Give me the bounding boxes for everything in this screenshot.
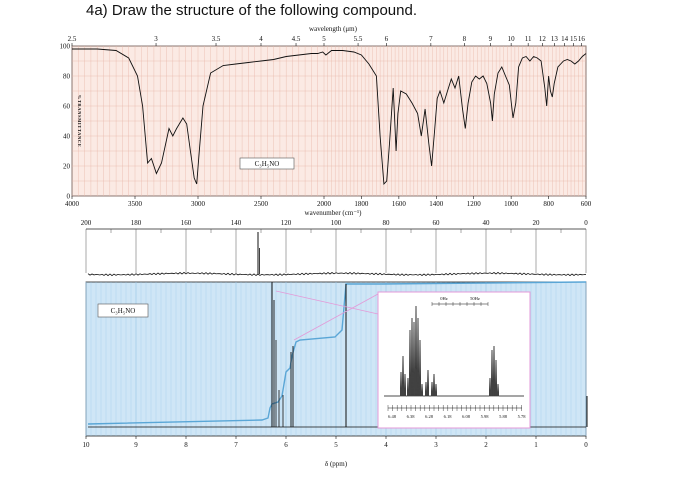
ir-formula: C₃H₅NO xyxy=(255,160,280,168)
ir-top-tick-label: 2.5 xyxy=(68,35,77,43)
ir-bottom-tick-label: 600 xyxy=(581,200,592,208)
ir-bottom-tick-label: 4000 xyxy=(65,200,80,208)
c13-tick-label: 140 xyxy=(231,219,242,227)
h1-tick-label: 9 xyxy=(134,441,138,449)
ir-bottom-tick-label: 3500 xyxy=(128,200,143,208)
ir-y-tick-label: 40 xyxy=(63,133,71,141)
ir-bottom-tick-label: 1000 xyxy=(504,200,519,208)
ir-bottom-tick-label: 1800 xyxy=(354,200,369,208)
c13-spectrum: 200 180 160 140 120 100 80 60 40 20 0 xyxy=(81,219,588,277)
ir-y-tick-label: 20 xyxy=(63,163,71,171)
inset-tick-label: 6.28 xyxy=(425,414,434,419)
ir-top-tick-label: 3 xyxy=(154,35,158,43)
inset-connector xyxy=(293,293,379,341)
inset-tick-label: 5.88 xyxy=(499,414,508,419)
h1-tick-label: 7 xyxy=(234,441,238,449)
inset-frame xyxy=(377,291,531,429)
h1-tick-label: 6 xyxy=(284,441,288,449)
question-heading: 4a) Draw the structure of the following … xyxy=(86,2,418,19)
c13-axis: 200 180 160 140 120 100 80 60 40 20 0 xyxy=(81,219,588,273)
ir-bottom-tick-label: 3000 xyxy=(191,200,206,208)
ir-bottom-tick-label: 800 xyxy=(543,200,554,208)
c13-tick-label: 0 xyxy=(584,219,588,227)
h1-tick-label: 1 xyxy=(534,441,538,449)
h1-peaks xyxy=(271,282,588,427)
ir-y-tick-label: 80 xyxy=(63,73,71,81)
ir-spectrum: 2.5 3 3.5 4 4.5 5 5.5 6 7 8 9 10 11 12 13 14 15 16 4000 35… xyxy=(60,25,592,217)
ir-bottom-axis-label: wavenumber (cm⁻¹) xyxy=(305,209,363,217)
inset-tick-label: 6.48 xyxy=(388,414,397,419)
inset-tick-label: 5.78 xyxy=(518,414,527,419)
h1-tick-label: 4 xyxy=(384,441,388,449)
ir-top-tick-label: 6 xyxy=(385,35,389,43)
inset-tick-label: 6.08 xyxy=(462,414,471,419)
ir-bottom-tick-label: 2500 xyxy=(254,200,269,208)
ir-top-tick-label: 4.5 xyxy=(292,35,301,43)
c13-tick-label: 40 xyxy=(483,219,491,227)
h1-tick-label: 8 xyxy=(184,441,188,449)
inset-connector xyxy=(275,290,379,315)
ir-top-tick-label: 16 xyxy=(578,35,586,43)
ir-grid xyxy=(71,45,587,197)
ir-bottom-tick-label: 1600 xyxy=(392,200,407,208)
ir-top-tick-label: 5 xyxy=(322,35,326,43)
h1-tick-label: 10 xyxy=(83,441,91,449)
ir-top-tick-label: 14 xyxy=(561,35,569,43)
c13-tick-label: 20 xyxy=(533,219,541,227)
h1-inset: 0Hz 50Hz 6.48 6.38 6.28 6.18 6.08 5.98 5.88 5.7… xyxy=(377,291,531,429)
ir-bottom-axis: 4000 3500 3000 2500 2000 1800 1600 1400 1200 1000… xyxy=(65,196,592,208)
ir-top-tick-label: 5.5 xyxy=(354,35,363,43)
h1-tick-label: 3 xyxy=(434,441,438,449)
h1-axis-label: δ (ppm) xyxy=(325,460,348,468)
c13-tick-label: 80 xyxy=(383,219,391,227)
c13-tick-label: 160 xyxy=(181,219,192,227)
ir-top-axis: 2.5 3 3.5 4 4.5 5 5.5 6 7 8 9 10 11 12 13 14 15 16 xyxy=(68,35,586,46)
ir-top-tick-label: 10 xyxy=(508,35,516,43)
h1-tick-label: 2 xyxy=(484,441,488,449)
ir-formula-box xyxy=(239,157,295,170)
c13-tick-label: 180 xyxy=(131,219,142,227)
c13-tick-label: 120 xyxy=(281,219,292,227)
h1-formula-box xyxy=(97,303,149,318)
ir-top-tick-label: 8 xyxy=(463,35,467,43)
ir-y-axis: 0 20 40 60 80 100 xyxy=(60,43,71,201)
c13-baseline xyxy=(87,271,587,277)
inset-scale-50: 50Hz xyxy=(470,296,480,301)
ir-bottom-tick-label: 2000 xyxy=(317,200,332,208)
inset-tick-label: 5.98 xyxy=(481,414,490,419)
h1-axis: 10 9 8 7 6 5 4 3 2 1 0 xyxy=(83,436,588,449)
c13-tick-label: 200 xyxy=(81,219,92,227)
h1-tick-label: 5 xyxy=(334,441,338,449)
ir-top-tick-label: 3.5 xyxy=(212,35,221,43)
inset-axis-ticks: 6.48 6.38 6.28 6.18 6.08 5.98 5.88 5.78 xyxy=(387,405,527,419)
h1-formula: C₃H₅NO xyxy=(111,307,136,315)
ir-y-tick-label: 100 xyxy=(60,43,71,51)
ir-top-tick-label: 15 xyxy=(570,35,578,43)
inset-trace xyxy=(384,305,524,397)
h1-spectrum: 10 9 8 7 6 5 4 3 2 1 0 δ (ppm) C₃H₅NO 0Hz 50Hz xyxy=(83,281,588,468)
ir-top-tick-label: 13 xyxy=(551,35,559,43)
ir-bottom-tick-label: 1200 xyxy=(467,200,482,208)
c13-tick-label: 60 xyxy=(433,219,441,227)
ir-top-tick-label: 9 xyxy=(489,35,493,43)
ir-trace xyxy=(72,48,587,186)
ir-y-tick-label: 60 xyxy=(63,103,71,111)
c13-tick-label: 100 xyxy=(331,219,342,227)
ir-top-tick-label: 7 xyxy=(429,35,433,43)
inset-tick-label: 6.18 xyxy=(444,414,453,419)
ir-top-tick-label: 11 xyxy=(525,35,532,43)
ir-top-axis-label: wavelength (μm) xyxy=(309,25,358,33)
h1-tick-label: 0 xyxy=(584,441,588,449)
inset-scale-ticks xyxy=(431,302,489,306)
ir-bottom-tick-label: 1400 xyxy=(429,200,444,208)
inset-scale-0: 0Hz xyxy=(440,296,448,301)
ir-y-axis-label: %TRANSMITTANCE xyxy=(77,95,82,148)
ir-top-tick-label: 4 xyxy=(259,35,263,43)
ir-y-tick-label: 0 xyxy=(67,193,71,201)
inset-tick-label: 6.38 xyxy=(407,414,416,419)
ir-top-tick-label: 12 xyxy=(539,35,547,43)
